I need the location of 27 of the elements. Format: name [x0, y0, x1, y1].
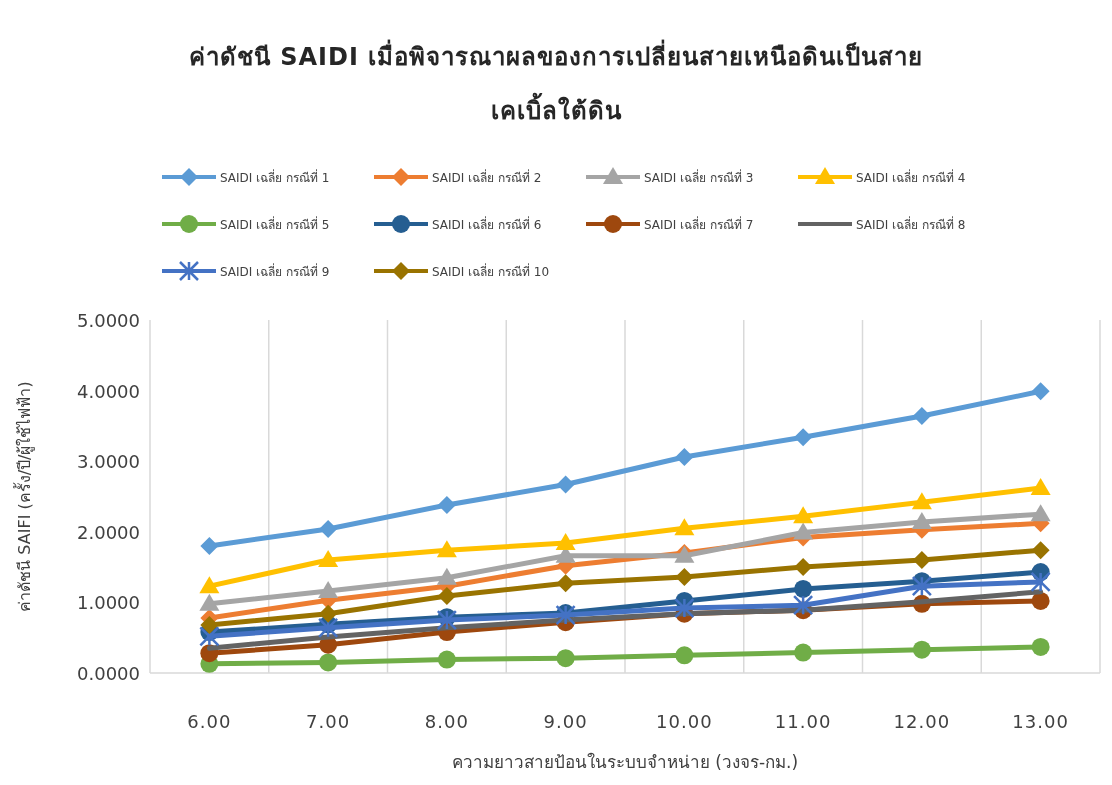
legend-label: SAIDI เฉลี่ย กรณีที่ 1: [220, 169, 330, 185]
y-axis-title: ค่าดัชนี SAIFI (ครั้ง/ปี/ผู้ใช้ไฟฟ้า): [13, 381, 35, 612]
y-tick-label: 1.0000: [77, 592, 140, 614]
x-tick-label: 10.00: [656, 711, 713, 732]
legend-label: SAIDI เฉลี่ย กรณีที่ 4: [856, 169, 966, 185]
legend-label: SAIDI เฉลี่ย กรณีที่ 2: [432, 169, 542, 185]
legend-label: SAIDI เฉลี่ย กรณีที่ 10: [432, 263, 550, 279]
x-tick-label: 13.00: [1012, 711, 1069, 732]
x-tick-label: 12.00: [893, 711, 951, 732]
legend-label: SAIDI เฉลี่ย กรณีที่ 5: [220, 216, 330, 232]
x-tick-label: 6.00: [187, 711, 232, 732]
legend-label: SAIDI เฉลี่ย กรณีที่ 7: [644, 216, 754, 232]
x-tick-label: 11.00: [774, 711, 832, 732]
legend-label: SAIDI เฉลี่ย กรณีที่ 6: [432, 216, 542, 232]
y-tick-label: 3.0000: [77, 451, 140, 473]
y-tick-label: 2.0000: [77, 521, 140, 543]
x-tick-label: 8.00: [424, 711, 469, 732]
legend-label: SAIDI เฉลี่ย กรณีที่ 3: [644, 169, 754, 185]
y-tick-label: 5.0000: [77, 310, 140, 331]
legend-label: SAIDI เฉลี่ย กรณีที่ 9: [220, 263, 330, 279]
y-tick-label: 4.0000: [77, 380, 140, 402]
chart-title: ค่าดัชนี SAIDI เมื่อพิจารณาผลของการเปลี่ยนสายเหนือดินเป็นสายเคเบิ้ลใต้ดิน: [187, 38, 925, 127]
x-axis-title: ความยาวสายป้อนในระบบจำหน่าย (วงจร-กม.): [451, 752, 799, 772]
y-tick-label: 0.0000: [77, 663, 140, 684]
x-tick-label: 9.00: [543, 711, 588, 732]
legend-label: SAIDI เฉลี่ย กรณีที่ 8: [856, 216, 966, 232]
x-tick-label: 7.00: [306, 711, 351, 732]
